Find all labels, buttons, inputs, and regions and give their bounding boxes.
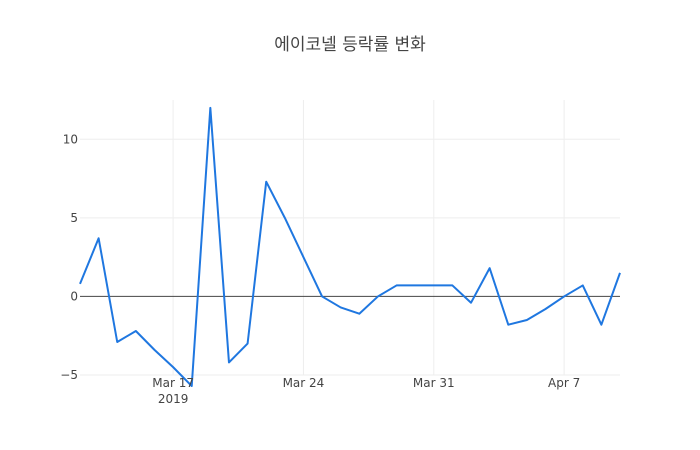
y-tick-label: 0 bbox=[70, 290, 78, 304]
x-tick-label: Mar 24 bbox=[283, 376, 325, 390]
series-line bbox=[79, 106, 621, 387]
x-tick-label: Mar 17 bbox=[152, 376, 194, 390]
y-tick-label: 5 bbox=[70, 211, 78, 225]
chart-title: 에이코넬 등락률 변화 bbox=[274, 35, 426, 55]
x-tick-sublabel: 2019 bbox=[158, 392, 189, 406]
y-tick-label: 10 bbox=[63, 132, 78, 146]
x-tick-label: Apr 7 bbox=[548, 376, 580, 390]
tick-labels: Mar 17 2019 Mar 24 Mar 31 Apr 7 −5 0 5 10 bbox=[60, 132, 580, 406]
x-tick-label: Mar 31 bbox=[413, 376, 455, 390]
grid-lines bbox=[80, 100, 620, 376]
series-group bbox=[79, 106, 621, 387]
y-tick-label: −5 bbox=[60, 368, 78, 382]
